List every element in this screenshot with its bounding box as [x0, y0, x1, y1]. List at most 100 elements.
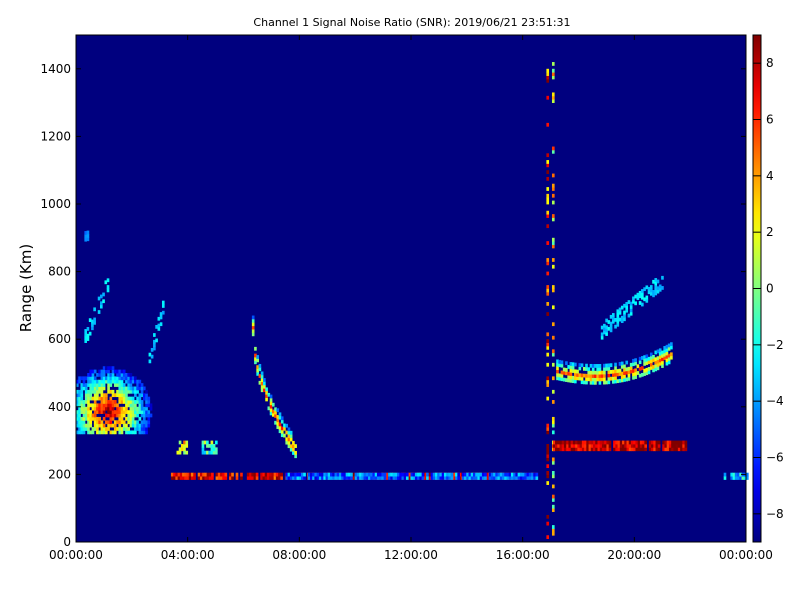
heatmap-cell-band [177, 472, 181, 477]
heatmap-cell-arc [645, 361, 649, 365]
heatmap-cell-blob [89, 396, 93, 401]
heatmap-cell-arc [578, 363, 582, 367]
heatmap-cell-band [531, 476, 534, 480]
heatmap-cell-blob [84, 416, 88, 421]
heatmap-cell-blob [138, 379, 142, 384]
heatmap-cell-band [372, 476, 376, 480]
heatmap-cell-band [423, 476, 426, 480]
heatmap-cell-band [479, 472, 483, 477]
heatmap-cell-band [294, 472, 297, 477]
heatmap-cell-blob [102, 369, 106, 374]
heatmap-cell-arc [580, 373, 584, 378]
heatmap-cell-blob [109, 396, 113, 401]
heatmap-cell-blob [125, 393, 128, 398]
heatmap-cell-band [642, 447, 645, 452]
heatmap-cell-arc [571, 362, 575, 367]
heatmap-cell-streak [603, 330, 606, 335]
heatmap-cell-blob [118, 389, 122, 394]
heatmap-cell-column [546, 481, 550, 485]
x-tick-label: 00:00:00 [719, 548, 773, 562]
heatmap-cell-blob [145, 410, 148, 414]
heatmap-cell-blob [87, 393, 90, 398]
heatmap-cell-streak [658, 284, 662, 289]
heatmap-cell-band [613, 443, 616, 448]
heatmap-cell-band [381, 476, 385, 480]
heatmap-cell-arc [634, 371, 637, 376]
heatmap-cell-blob [96, 427, 99, 431]
heatmap-cell-band [298, 476, 302, 480]
heatmap-cell-patch [208, 450, 211, 455]
heatmap-cell-band [566, 440, 569, 445]
heatmap-cell-arc [565, 371, 568, 376]
heatmap-cell-blob [89, 373, 93, 377]
heatmap-cell-blob [78, 413, 81, 418]
heatmap-cell-band [336, 476, 340, 480]
heatmap-cell-band [552, 443, 556, 448]
heatmap-cell-blob [147, 420, 151, 425]
heatmap-cell-blob [91, 413, 95, 418]
heatmap-cell-blob [120, 383, 124, 387]
heatmap-cell-blob [89, 413, 93, 418]
heatmap-cell-column [546, 261, 550, 266]
heatmap-cell-blob [100, 423, 104, 428]
heatmap-cell-band [186, 476, 190, 480]
heatmap-cell-column [551, 430, 555, 435]
heatmap-cell-streak [632, 299, 635, 304]
heatmap-cell-band [552, 447, 556, 452]
heatmap-cell-band [399, 472, 402, 477]
heatmap-cell-blob [102, 400, 106, 404]
heatmap-cell-blob [138, 406, 142, 411]
heatmap-cell-band [475, 476, 478, 480]
heatmap-cell-blob [143, 416, 146, 421]
heatmap-cell-arc [587, 377, 591, 382]
heatmap-cell-blob [100, 393, 104, 398]
heatmap-cell-blob [136, 420, 139, 425]
heatmap-cell-blob [134, 393, 137, 398]
heatmap-cell-arc [638, 373, 642, 378]
heatmap-cell-band [204, 476, 208, 480]
x-axis-ticks: 00:00:00 04:00:00 08:00:00 12:00:00 16:00:00… [49, 35, 773, 562]
heatmap-cell-blob [145, 427, 148, 431]
heatmap-cell-column [551, 471, 555, 475]
heatmap-cell-band [617, 447, 621, 452]
heatmap-cell-blob [96, 383, 99, 387]
heatmap-cell-arc [565, 378, 568, 382]
heatmap-cell-band [488, 476, 492, 480]
heatmap-cell-band [289, 476, 293, 480]
heatmap-cell-blob [91, 369, 95, 374]
heatmap-cell-blob [96, 389, 99, 394]
heatmap-cell-band [470, 476, 474, 480]
heatmap-cell-blob [125, 389, 128, 394]
heatmap-cell-arc [562, 371, 566, 375]
heatmap-cell-arc [609, 363, 613, 368]
heatmap-cell-band [664, 447, 668, 452]
heatmap-cell-streak [625, 305, 629, 310]
heatmap-cell-blob [98, 373, 101, 377]
heatmap-cell-blob [100, 406, 104, 411]
heatmap-cell-arc [278, 429, 282, 434]
heatmap-cell-blob [127, 386, 130, 391]
heatmap-cell-band [235, 472, 239, 477]
heatmap-cell-patch [212, 447, 216, 452]
heatmap-cell-patch [185, 450, 189, 455]
heatmap-cell-band [365, 476, 369, 480]
heatmap-cell-arc [616, 369, 620, 373]
heatmap-cell-blob [113, 383, 117, 387]
heatmap-cell-streak [86, 237, 90, 242]
heatmap-cell-column [546, 454, 550, 458]
heatmap-cell-band [260, 472, 263, 477]
heatmap-cell-blob [98, 403, 101, 408]
heatmap-cell-band [394, 472, 398, 477]
heatmap-cell-band [581, 440, 585, 445]
heatmap-cell-blob [118, 400, 122, 404]
heatmap-cell-column [546, 288, 550, 293]
heatmap-cell-band [388, 472, 391, 477]
heatmap-cell-band [197, 476, 201, 480]
heatmap-cell-band [457, 472, 460, 477]
heatmap-cell-blob [118, 393, 122, 398]
heatmap-cell-blob [129, 416, 133, 421]
heatmap-cell-arc [625, 360, 629, 365]
heatmap-cell-band [579, 447, 583, 452]
heatmap-cell-arc [265, 394, 268, 398]
